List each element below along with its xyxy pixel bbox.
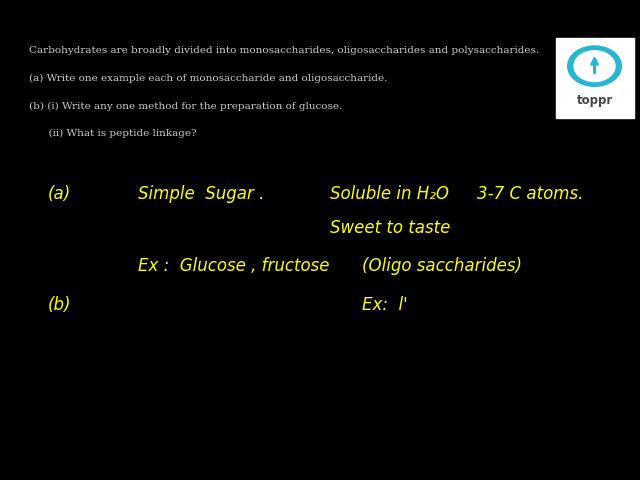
- Circle shape: [574, 51, 615, 82]
- Text: Simple  Sugar .: Simple Sugar .: [138, 185, 264, 204]
- Text: Carbohydrates are broadly divided into monosaccharides, oligosaccharides and pol: Carbohydrates are broadly divided into m…: [29, 46, 539, 55]
- Text: (b): (b): [48, 296, 72, 314]
- Text: Ex:  l': Ex: l': [362, 296, 407, 314]
- Text: (Oligo saccharides): (Oligo saccharides): [362, 257, 522, 276]
- Text: Soluble in H₂O: Soluble in H₂O: [330, 185, 449, 204]
- Text: 3-7 C atoms.: 3-7 C atoms.: [477, 185, 583, 204]
- Text: Ex :  Glucose , fructose: Ex : Glucose , fructose: [138, 257, 329, 276]
- Circle shape: [568, 46, 621, 86]
- Text: Sweet to taste: Sweet to taste: [330, 219, 450, 237]
- Text: (b) (i) Write any one method for the preparation of glucose.: (b) (i) Write any one method for the pre…: [29, 101, 342, 111]
- Text: toppr: toppr: [577, 94, 612, 107]
- Text: (a): (a): [48, 185, 71, 204]
- Text: (a) Write one example each of monosaccharide and oligosaccharide.: (a) Write one example each of monosaccha…: [29, 73, 387, 83]
- FancyBboxPatch shape: [556, 38, 634, 118]
- Text: (ii) What is peptide linkage?: (ii) What is peptide linkage?: [29, 129, 196, 139]
